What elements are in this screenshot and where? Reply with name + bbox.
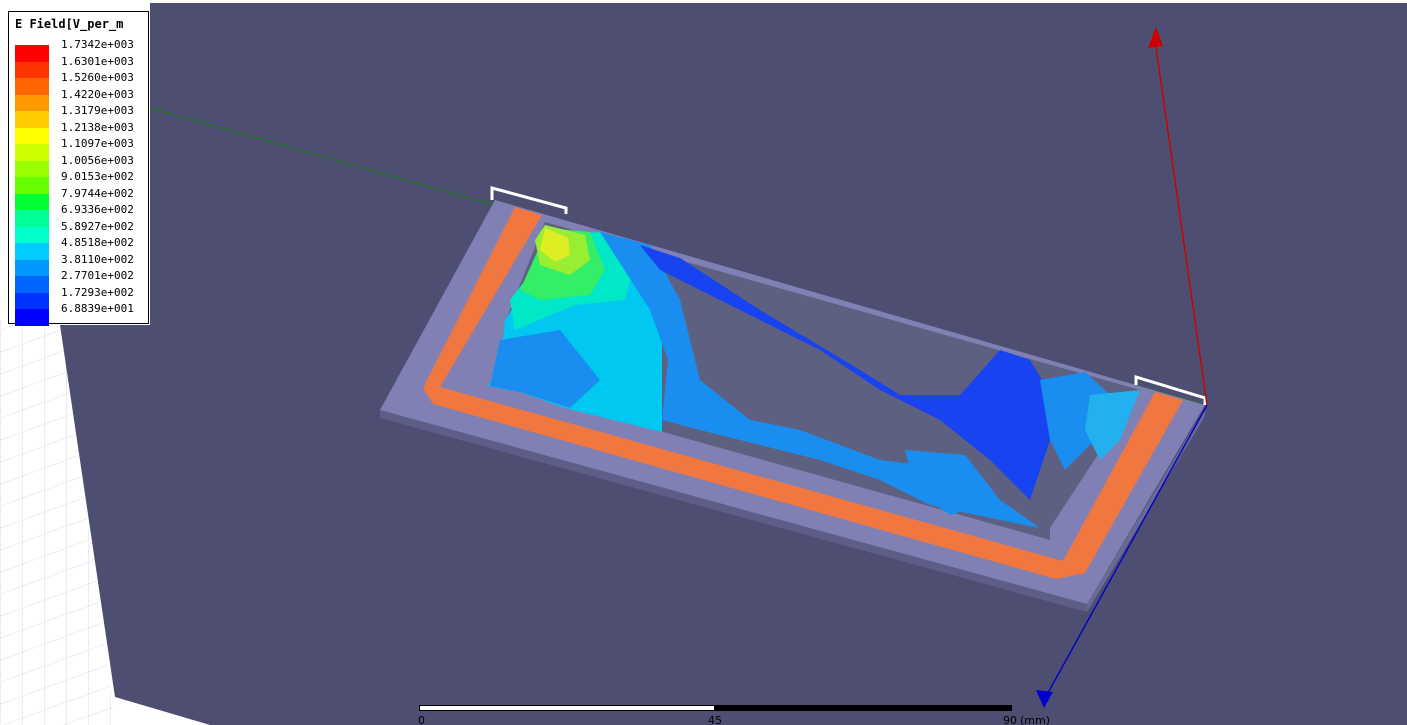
legend-value-label: 1.0056e+003 bbox=[61, 153, 134, 167]
legend-value-label: 2.7701e+002 bbox=[61, 269, 134, 282]
legend-swatch bbox=[15, 309, 49, 326]
legend-value-label: 5.8927e+002 bbox=[61, 219, 134, 233]
legend-value-label: 1.5260e+003 bbox=[61, 71, 134, 84]
field-contour-yellow bbox=[540, 228, 570, 262]
legend-swatch bbox=[15, 160, 49, 178]
legend-swatch bbox=[15, 292, 49, 310]
legend-value-label: 6.9336e+002 bbox=[61, 203, 134, 216]
legend-swatch bbox=[15, 177, 49, 194]
scale-tick-end: 90 bbox=[1003, 714, 1017, 725]
grid-floor bbox=[0, 320, 115, 725]
scale-tick-mid: 45 bbox=[708, 714, 722, 725]
scale-bar: 0 45 90 (mm) bbox=[418, 705, 1050, 725]
scale-unit: (mm) bbox=[1020, 714, 1051, 725]
substrate-front-edge bbox=[380, 410, 1087, 612]
legend-value-label: 1.7293e+002 bbox=[61, 285, 134, 299]
legend-swatch bbox=[15, 111, 49, 128]
legend-swatch bbox=[15, 276, 49, 293]
legend-title: E Field[V_per_m bbox=[15, 17, 124, 31]
field-contour-darkblue bbox=[640, 245, 1060, 500]
legend-swatch bbox=[15, 259, 49, 277]
legend-value-label: 1.6301e+003 bbox=[61, 54, 134, 68]
z-axis-arrowhead bbox=[1036, 690, 1053, 708]
legend-swatch bbox=[15, 78, 49, 95]
z-axis-line bbox=[1043, 404, 1208, 701]
legend-value-label: 9.0153e+002 bbox=[61, 170, 134, 183]
legend-value-label: 1.7342e+003 bbox=[61, 38, 134, 51]
port-marker-left bbox=[490, 186, 568, 214]
legend-swatch bbox=[15, 45, 49, 62]
y-axis-arrowhead bbox=[1148, 27, 1163, 48]
legend-value-label: 1.2138e+003 bbox=[61, 120, 134, 134]
port-marker-right bbox=[1134, 374, 1207, 405]
substrate-right-edge bbox=[1087, 408, 1205, 612]
legend-value-label: 1.4220e+003 bbox=[61, 87, 134, 101]
legend-swatch bbox=[15, 226, 49, 244]
legend-value-label: 3.8110e+002 bbox=[61, 252, 134, 266]
field-contour-blue-bottom bbox=[905, 450, 1000, 515]
scale-bar-white-segment bbox=[419, 705, 715, 711]
legend-swatch bbox=[15, 144, 49, 161]
legend-value-label: 1.3179e+003 bbox=[61, 104, 134, 117]
legend-swatch bbox=[15, 210, 49, 227]
field-legend[interactable]: E Field[V_per_m 1.7342e+003 1.6301e+003 1.… bbox=[8, 11, 149, 326]
y-axis-line bbox=[1154, 39, 1208, 406]
legend-value-label: 4.8518e+002 bbox=[61, 236, 134, 249]
legend-swatch bbox=[15, 127, 49, 145]
legend-swatch bbox=[15, 243, 49, 260]
field-contour-blue-left bbox=[490, 330, 600, 408]
legend-swatch bbox=[15, 61, 49, 79]
feed-trace bbox=[423, 207, 1183, 579]
legend-value-label: 6.8839e+001 bbox=[61, 302, 134, 315]
legend-swatch bbox=[15, 94, 49, 112]
legend-swatch bbox=[15, 193, 49, 211]
legend-value-label: 1.1097e+003 bbox=[61, 137, 134, 150]
field-contour-cyan-right bbox=[1085, 390, 1140, 460]
legend-value-label: 7.9744e+002 bbox=[61, 186, 134, 200]
scale-tick-start: 0 bbox=[418, 714, 425, 725]
scale-bar-black-segment bbox=[715, 705, 1012, 711]
